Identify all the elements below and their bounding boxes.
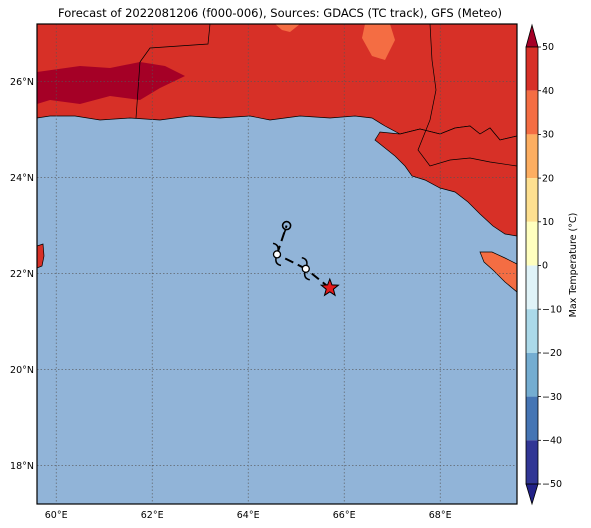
tc-track bbox=[272, 220, 340, 297]
colorbar: 50 40 30 20 10 0 −10 −20 −30 −40 −50 bbox=[525, 23, 562, 506]
map-plot-area bbox=[37, 24, 517, 504]
tropical-storm-icon bbox=[272, 242, 282, 267]
lon-tick-label: 62°E bbox=[141, 510, 164, 521]
colorbar-tick-label: 20 bbox=[542, 173, 554, 184]
colorbar-segment bbox=[526, 352, 538, 397]
colorbar-extend-bottom bbox=[525, 483, 539, 506]
colorbar-tick-label: −50 bbox=[542, 479, 562, 490]
colorbar-tick-label: 40 bbox=[542, 86, 554, 97]
gridlines bbox=[37, 24, 517, 504]
colorbar-segment bbox=[526, 309, 538, 353]
colorbar-tick-label: −30 bbox=[542, 392, 562, 403]
colorbar-extend-top bbox=[525, 23, 539, 48]
lat-tick-label: 20°N bbox=[10, 365, 34, 376]
current-position-star-icon bbox=[319, 277, 340, 297]
lon-tick-label: 66°E bbox=[333, 510, 356, 521]
hot-region bbox=[37, 62, 185, 104]
land-gujarat bbox=[479, 251, 517, 293]
lat-tick-label: 18°N bbox=[10, 461, 34, 472]
colorbar-segment bbox=[526, 396, 538, 441]
colorbar-label: Max Temperature (°C) bbox=[568, 213, 579, 318]
colorbar-segment bbox=[526, 178, 538, 222]
colorbar-tick-label: −40 bbox=[542, 436, 562, 447]
lat-tick-label: 24°N bbox=[10, 173, 34, 184]
colorbar-segment bbox=[526, 47, 538, 91]
lat-tick-label: 26°N bbox=[10, 77, 34, 88]
longitude-labels: 60°E 62°E 64°E 66°E 68°E bbox=[45, 510, 452, 521]
lat-tick-label: 22°N bbox=[10, 269, 34, 280]
low-pressure-icon bbox=[281, 220, 292, 235]
map-frame bbox=[36, 23, 518, 505]
colorbar-segment bbox=[526, 221, 538, 266]
map-title: Forecast of 2022081206 (f000-006), Sourc… bbox=[58, 6, 502, 20]
lon-tick-label: 68°E bbox=[429, 510, 452, 521]
latitude-labels: 18°N 20°N 22°N 24°N 26°N bbox=[10, 77, 34, 472]
colorbar-segment bbox=[526, 134, 538, 179]
warm-region-top bbox=[275, 24, 300, 32]
country-borders bbox=[135, 24, 517, 167]
tropical-storm-icon bbox=[301, 257, 310, 281]
colorbar-tick-label: 0 bbox=[542, 261, 548, 272]
colorbar-tick-label: −10 bbox=[542, 304, 562, 315]
colorbar-segment bbox=[526, 440, 538, 484]
track-segment bbox=[276, 253, 307, 270]
colorbar-tick-label: 50 bbox=[542, 42, 554, 53]
lon-tick-label: 60°E bbox=[45, 510, 68, 521]
colorbar-segment bbox=[526, 90, 538, 135]
colorbar-tick-label: 10 bbox=[542, 217, 554, 228]
warm-region bbox=[362, 24, 395, 60]
colorbar-tick-label: 30 bbox=[542, 130, 554, 141]
lon-tick-label: 64°E bbox=[237, 510, 260, 521]
land-east bbox=[374, 125, 517, 237]
colorbar-segment bbox=[526, 265, 538, 310]
colorbar-tick-label: −20 bbox=[542, 348, 562, 359]
land-oman bbox=[37, 243, 45, 269]
